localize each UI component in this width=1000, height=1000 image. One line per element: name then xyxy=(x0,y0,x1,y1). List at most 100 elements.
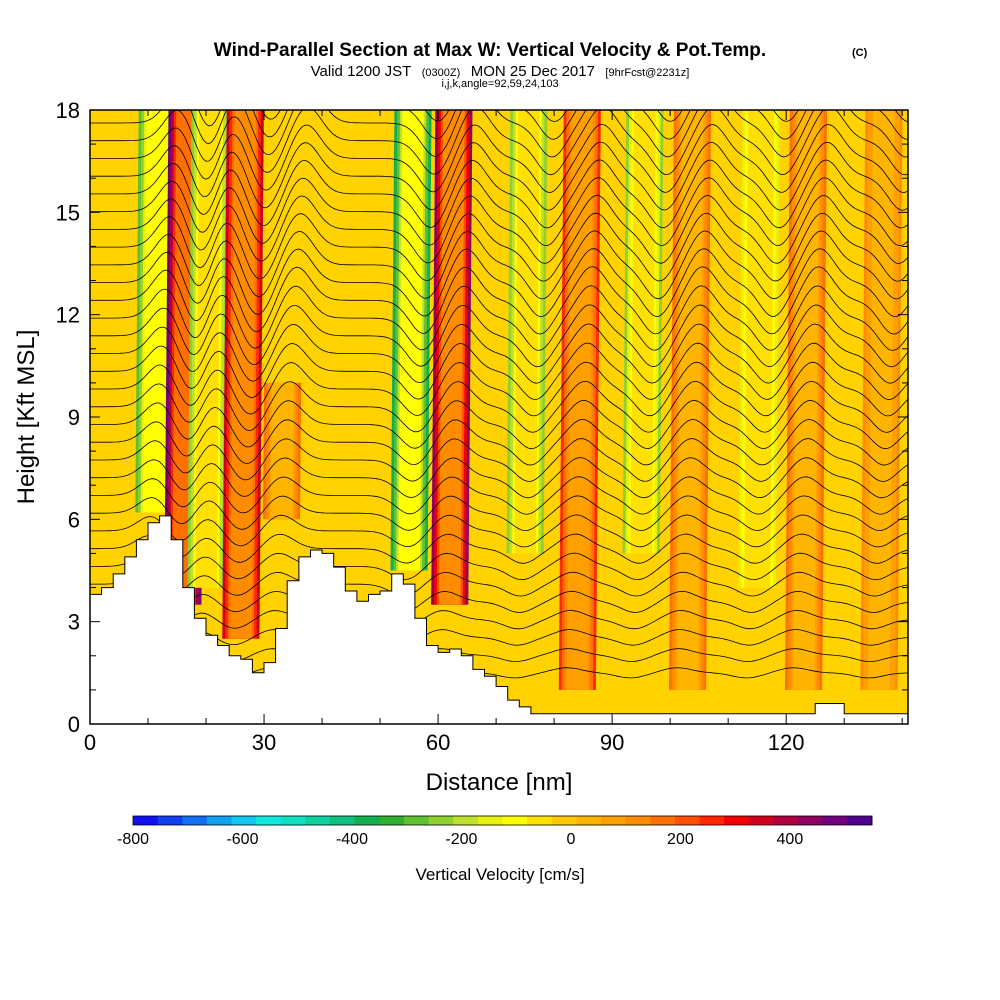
theta-contour xyxy=(90,342,908,400)
subtitle-date: MON 25 Dec 2017 xyxy=(471,63,595,80)
theta-contour xyxy=(90,266,908,335)
theta-contour xyxy=(90,476,908,515)
colorbar-swatch xyxy=(847,816,873,825)
colorbar-label: Vertical Velocity [cm/s] xyxy=(415,865,584,884)
colorbar-swatch xyxy=(502,816,528,825)
colorbar-swatch xyxy=(231,816,257,825)
y-axis-label: Height [Kft MSL] xyxy=(13,330,40,505)
x-tick-label: 30 xyxy=(252,730,276,755)
colorbar-swatch xyxy=(773,816,799,825)
velocity-band xyxy=(738,110,780,588)
colorbar-swatch xyxy=(477,816,503,825)
theta-contour xyxy=(90,177,908,247)
plot-area xyxy=(90,110,908,724)
x-tick-label: 0 xyxy=(84,730,96,755)
velocity-band-layer xyxy=(792,110,820,690)
velocity-band xyxy=(262,382,302,520)
velocity-band-layer xyxy=(270,382,294,520)
velocity-band xyxy=(558,110,601,690)
colorbar-swatch xyxy=(601,816,627,825)
colorbar-swatch xyxy=(551,816,577,825)
colorbar-tick-label: -400 xyxy=(336,831,368,848)
colorbar-swatch xyxy=(674,816,701,825)
terrain-profile xyxy=(90,515,908,724)
colorbar-swatch xyxy=(576,816,602,825)
theta-contour xyxy=(90,159,908,229)
theta-contour xyxy=(90,141,908,211)
theta-contour xyxy=(90,110,908,176)
velocity-band-layer xyxy=(143,110,168,513)
colorbar-tick-label: -800 xyxy=(117,831,149,848)
colorbar-swatch xyxy=(256,816,282,825)
velocity-band-layer xyxy=(676,110,704,690)
theta-contour xyxy=(90,248,908,318)
colorbar-tick-label: -600 xyxy=(226,831,258,848)
colorbar-tick-label: 200 xyxy=(667,831,694,848)
colorbar-ticks: -800 -600 -400 -200 0 200 400 xyxy=(117,831,803,848)
subtitle-fcst: [9hrFcst@2231z] xyxy=(605,67,689,79)
chart-subtitle: Valid 1200 JST (0300Z) MON 25 Dec 2017 [… xyxy=(311,63,690,80)
x-axis: 0 30 60 90 120 xyxy=(84,110,903,755)
colorbar-swatch xyxy=(280,816,306,825)
x-axis-label: Distance [nm] xyxy=(426,769,573,796)
subtitle-z: (0300Z) xyxy=(422,67,461,79)
colorbar-tick-label: -200 xyxy=(445,831,477,848)
theta-contour xyxy=(90,124,908,193)
theta-contour xyxy=(90,609,908,630)
velocity-band-layer xyxy=(438,110,465,605)
velocity-band-layer xyxy=(514,110,540,554)
colorbar-swatch xyxy=(724,816,750,825)
theta-contour xyxy=(90,285,908,351)
y-tick-label: 15 xyxy=(56,200,80,225)
colorbar-swatch xyxy=(133,816,159,825)
theta-contour xyxy=(90,230,908,300)
velocity-band xyxy=(431,110,473,605)
x-tick-label: 60 xyxy=(426,730,450,755)
theta-contour xyxy=(90,399,908,450)
colorbar-swatch xyxy=(428,816,454,825)
colorbar-swatch xyxy=(822,816,848,825)
colorbar-tick-label: 0 xyxy=(566,831,575,848)
colorbar-swatch xyxy=(699,816,725,825)
velocity-band-layer xyxy=(566,110,593,690)
velocity-band-layer xyxy=(630,110,656,554)
y-tick-label: 18 xyxy=(56,98,80,123)
y-axis: 0 3 6 9 12 15 18 xyxy=(56,98,908,737)
colorbar-swatch xyxy=(354,816,380,825)
velocity-band xyxy=(187,110,229,588)
chart-title: Wind-Parallel Section at Max W: Vertical… xyxy=(214,40,766,61)
theta-contour xyxy=(90,571,908,597)
velocity-band xyxy=(669,110,711,690)
theta-contour xyxy=(90,590,908,613)
theta-contour xyxy=(90,323,908,384)
velocity-band xyxy=(135,110,176,513)
colorbar-swatch xyxy=(305,816,331,825)
x-tick-label: 120 xyxy=(768,730,805,755)
colorbar-swatch xyxy=(748,816,774,825)
velocity-band-layer xyxy=(195,110,221,588)
colorbar-frame xyxy=(132,815,873,826)
velocity-band-layer xyxy=(230,110,257,639)
theta-contour xyxy=(198,110,908,140)
velocity-band xyxy=(785,110,828,690)
y-tick-label: 6 xyxy=(68,507,80,532)
velocity-band xyxy=(506,110,548,554)
title-mark: (C) xyxy=(852,47,868,59)
subtitle-indices: i,j,k,angle=92,59,24,103 xyxy=(441,78,558,90)
y-tick-label: 0 xyxy=(68,712,80,737)
colorbar-swatch xyxy=(182,816,208,825)
velocity-band-layer xyxy=(398,110,424,571)
colorbar xyxy=(132,815,873,826)
theta-contour xyxy=(90,629,908,646)
colorbar-swatch xyxy=(330,816,356,825)
x-tick-label: 90 xyxy=(600,730,624,755)
subtitle-valid: Valid 1200 JST xyxy=(311,63,412,80)
velocity-bands xyxy=(135,110,903,690)
theta-contour xyxy=(90,514,908,548)
velocity-band-layer xyxy=(746,110,772,588)
theta-contour xyxy=(90,361,908,417)
colorbar-swatch xyxy=(157,816,183,825)
colorbar-swatch xyxy=(527,816,553,825)
theta-contour xyxy=(90,212,908,282)
